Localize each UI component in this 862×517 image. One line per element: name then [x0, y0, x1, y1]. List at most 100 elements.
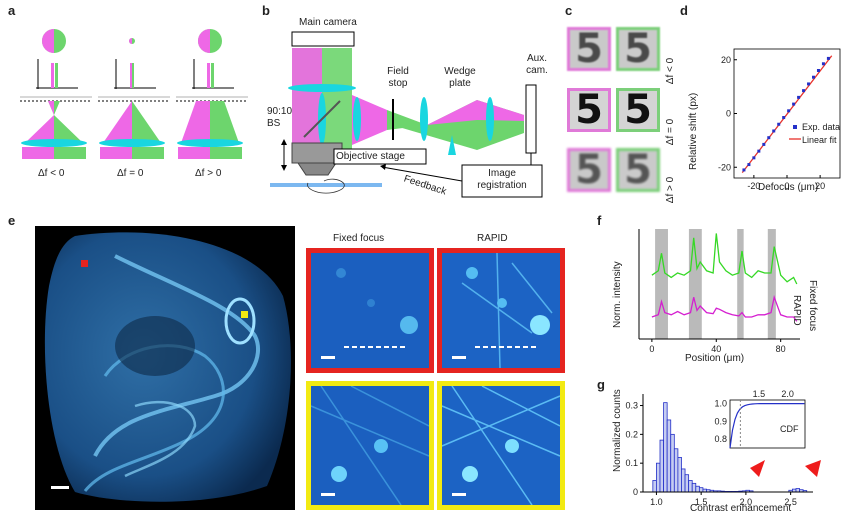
- d-data-point: [816, 69, 820, 72]
- g-hist-bar: [663, 402, 668, 493]
- panel-label-b: b: [262, 3, 270, 18]
- digit-tile-pink-neg: 5: [567, 27, 611, 71]
- panel-label-a: a: [8, 3, 16, 18]
- feedback-line: [381, 166, 463, 182]
- d-data-point: [807, 82, 811, 86]
- peak-green: [211, 63, 214, 88]
- d-data-point: [742, 168, 746, 172]
- d-ytick-label: 0: [726, 109, 731, 119]
- g-xlabel: Contrast enhancement: [690, 503, 792, 514]
- d-legend-marker-data: [793, 125, 797, 129]
- zoom-yellow-rapid: [437, 381, 565, 510]
- row-label-pos: Δf > 0: [665, 176, 676, 204]
- z-arrow-head-down: [281, 165, 287, 171]
- g-arrow-marker: [805, 460, 821, 477]
- f-legend-rapid: RAPID: [791, 295, 802, 326]
- digit-tile-green-pos: 5: [616, 148, 660, 192]
- f-shaded-band: [737, 229, 744, 339]
- d-ylabel: Relative shift (px): [688, 92, 699, 170]
- d-data-point: [787, 109, 791, 113]
- dendrites: [442, 386, 560, 505]
- d-data-point: [821, 62, 825, 66]
- g-plot-area: 1.0 1.5 2.0 2.5 0 0.1 0.2 0.3 1.5 2.0 0.8 0.9 1.0: [625, 389, 821, 507]
- f-shaded-band: [655, 229, 668, 339]
- f-legend-fixed: Fixed focus: [807, 280, 818, 332]
- dendrites: [311, 386, 429, 505]
- d-data-point: [752, 156, 756, 160]
- g-hist-bar: [688, 480, 693, 493]
- d-data-point: [757, 149, 761, 153]
- g-ytick-label: 0.2: [625, 429, 638, 439]
- panel-d-chart: -20 0 20 -20 0 20: [718, 48, 841, 191]
- d-xtick-label: 20: [815, 181, 825, 191]
- g-ytick-label: 0: [633, 487, 638, 497]
- panel-a-diagram: [20, 29, 248, 159]
- z-arrow-head-up: [281, 139, 287, 145]
- panel-label-d: d: [680, 3, 688, 18]
- g-ylabel: Normalized counts: [612, 389, 623, 472]
- scale-bar: [452, 356, 466, 359]
- image-registration-label: Image registration: [477, 168, 527, 191]
- lens-top: [288, 84, 356, 92]
- aux-camera-box: [525, 84, 537, 154]
- g-inset-ytick-label: 0.9: [714, 416, 727, 426]
- d-data-point: [812, 75, 815, 79]
- label-defocus-zero: Δf = 0: [117, 168, 144, 179]
- defocus-schematic-col-1: [20, 29, 92, 159]
- image-registration-box: [461, 164, 543, 198]
- beam-magenta: [100, 147, 132, 159]
- beam-splitter-label: 90:10 BS: [267, 106, 293, 129]
- d-plot-area: -20 0 20 -20 0 20: [718, 48, 841, 191]
- digit-tile-green-zero: 5: [616, 88, 660, 132]
- bright-tract-1: [93, 254, 261, 457]
- f-shaded-band: [767, 229, 776, 339]
- rapid-label: RAPID: [477, 233, 508, 244]
- beam-green: [210, 147, 242, 159]
- f-shaded-band: [688, 229, 702, 339]
- g-xtick-label: 2.5: [784, 497, 797, 507]
- g-xtick-label: 1.0: [650, 497, 663, 507]
- d-ytick-label: -20: [718, 162, 731, 172]
- scale-bar: [452, 493, 466, 496]
- cell-body: [530, 315, 550, 335]
- f-xlabel: Position (μm): [685, 353, 745, 364]
- scale-bar: [321, 493, 335, 496]
- hippocampus-curve: [224, 297, 256, 345]
- panel-b-optical-diagram: [270, 31, 543, 198]
- f-xtick-label: 80: [776, 344, 786, 354]
- row-label-neg: Δf < 0: [665, 57, 676, 85]
- cell-body: [462, 466, 478, 482]
- field-stop-label: Field stop: [387, 66, 409, 89]
- objective-tip: [297, 162, 337, 176]
- relay-lens-3: [486, 97, 494, 141]
- cell-body: [466, 267, 478, 279]
- sample-neuron: [307, 178, 345, 194]
- g-hist-bar: [670, 433, 675, 493]
- d-data-point: [797, 95, 801, 99]
- cell-body: [367, 299, 375, 307]
- cell-body: [331, 466, 347, 482]
- cell-body: [336, 268, 346, 278]
- f-xtick-label: 0: [649, 344, 654, 354]
- d-data-point: [762, 142, 766, 146]
- f-series-rapid: [651, 233, 798, 285]
- g-hist-bar: [673, 448, 679, 493]
- digit-tile-pink-zero: 5: [567, 88, 611, 132]
- g-hist-bar: [659, 439, 664, 493]
- f-xtick-label: 40: [711, 344, 721, 354]
- main-camera-box: [291, 31, 355, 47]
- digit-tile-pink-pos: 5: [567, 148, 611, 192]
- f-plot-area: 0 40 80: [638, 229, 800, 354]
- dark-region: [115, 316, 195, 376]
- cell-body: [400, 316, 418, 334]
- vertical-beam-magenta: [292, 48, 322, 163]
- scale-bar: [321, 356, 335, 359]
- panel-label-f: f: [597, 213, 602, 228]
- bright-tract-3: [124, 400, 197, 478]
- g-ytick-label: 0.1: [625, 458, 638, 468]
- yellow-roi-marker: [241, 311, 248, 318]
- digit-tile-green-neg: 5: [616, 27, 660, 71]
- cone-magenta: [25, 115, 54, 143]
- peak-magenta: [51, 63, 54, 88]
- spot-half-magenta: [129, 38, 132, 44]
